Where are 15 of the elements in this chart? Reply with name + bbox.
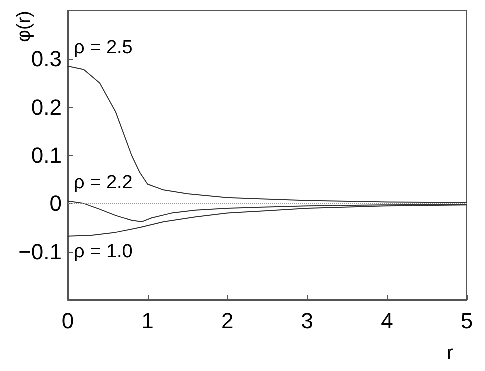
y-tick-label: −0.1 [18,239,62,264]
x-tick-label: 1 [142,308,154,334]
series-label: ρ = 2.2 [74,172,133,194]
y-tick-label: 0.3 [31,46,62,72]
series-label: ρ = 2.5 [74,37,133,58]
y-axis-title: φ(r) [14,11,35,42]
y-tick-label: 0.2 [31,94,62,120]
y-tick-label: 0 [50,191,62,216]
x-tick-label: 5 [460,308,474,334]
x-tick-label: 3 [301,308,314,334]
y-tick-label: 0.1 [31,143,62,168]
x-tick-label: 4 [381,308,394,334]
x-tick-label: 2 [221,308,234,334]
x-axis-title: r [447,343,454,364]
series-label: ρ = 1.0 [74,241,133,262]
